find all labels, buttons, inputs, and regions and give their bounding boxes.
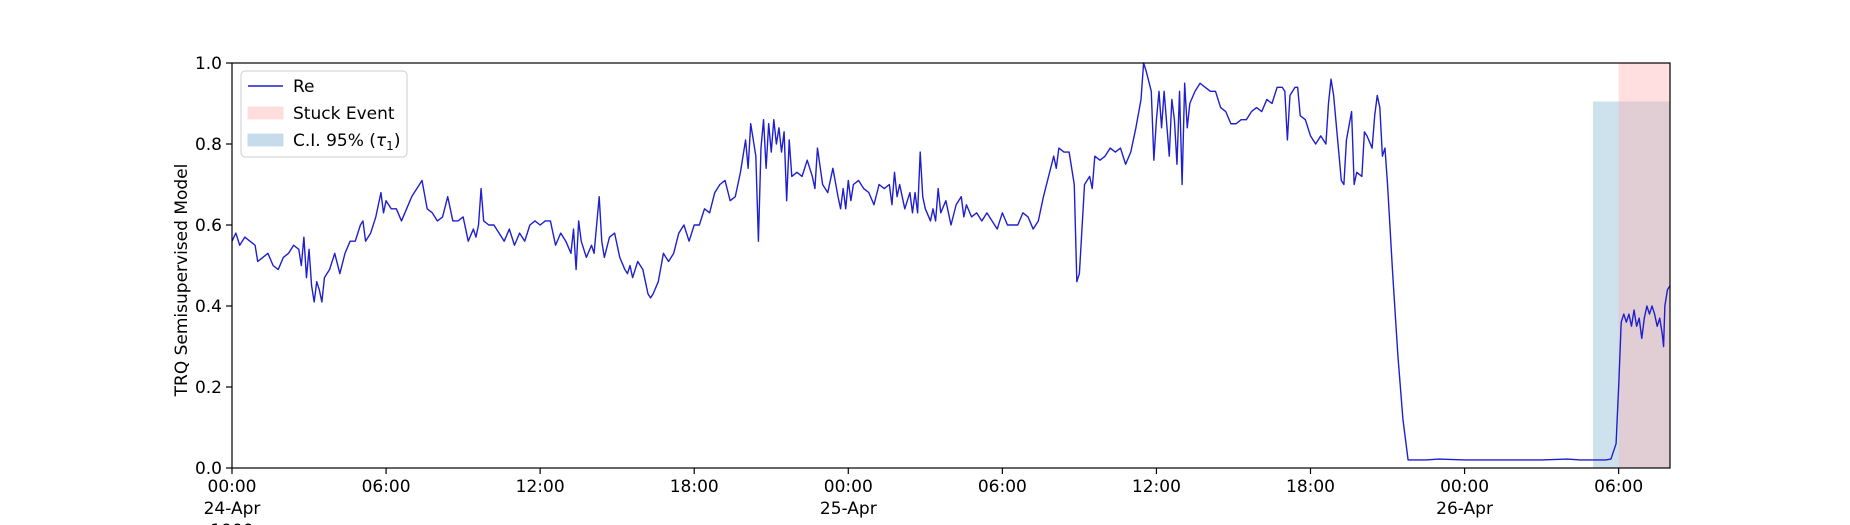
y-tick-label: 0.0	[195, 459, 222, 479]
span-ci-95	[1592, 101, 1670, 468]
series-layer	[231, 62, 1671, 461]
legend-label: C.I. 95% (τ1)	[293, 131, 400, 153]
x-tick-label: 1900	[210, 521, 253, 525]
plot-frame	[231, 62, 1671, 469]
span-stuck-event	[1618, 63, 1670, 468]
x-tick-label: 06:00	[978, 477, 1027, 497]
x-tick-label: 12:00	[1132, 477, 1181, 497]
x-tick-label: 18:00	[670, 477, 719, 497]
series-line-re	[231, 62, 1671, 461]
y-tick-label: 0.6	[195, 216, 222, 236]
x-tick-label: 06:00	[1594, 477, 1643, 497]
y-tick-label: 0.2	[195, 378, 222, 398]
x-tick-label: 00:00	[824, 477, 873, 497]
legend-label: Re	[293, 77, 315, 97]
x-tick-label: 26-Apr	[1436, 499, 1493, 519]
x-tick-label: 12:00	[516, 477, 565, 497]
x-tick-label: 25-Apr	[820, 499, 877, 519]
legend-label: Stuck Event	[293, 104, 395, 124]
x-tick-label: 00:00	[208, 477, 257, 497]
legend-swatch-patch	[247, 106, 284, 120]
y-tick-label: 1.0	[195, 54, 222, 74]
axes-layer	[231, 62, 1671, 469]
x-tick-label: 18:00	[1286, 477, 1335, 497]
x-tick-label: 00:00	[1440, 477, 1489, 497]
spans-layer	[1592, 63, 1670, 468]
x-tick-label: 24-Apr	[204, 499, 261, 519]
y-tick-label: 0.4	[195, 297, 222, 317]
legend: Re Stuck Event C.I. 95% (τ1)	[240, 70, 408, 158]
y-axis-label: TRQ Semisupervised Model	[172, 164, 192, 398]
y-tick-label: 0.8	[195, 135, 222, 155]
ticks-layer: 0.00.20.40.60.81.000:0024-Apr190006:0012…	[195, 54, 1643, 525]
legend-swatch-patch	[247, 133, 284, 147]
x-tick-label: 06:00	[362, 477, 411, 497]
